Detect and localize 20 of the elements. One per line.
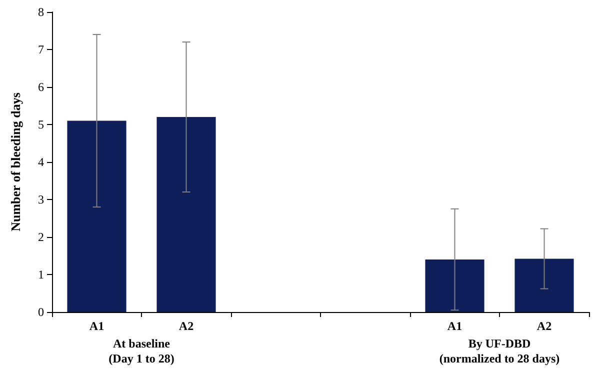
text: At baseline (Day 1 to 28) bbox=[108, 336, 174, 366]
y-tick-label: 5 bbox=[38, 118, 44, 132]
y-tick-label: 8 bbox=[38, 5, 44, 19]
bar bbox=[156, 117, 216, 312]
y-tick-label: 1 bbox=[38, 268, 44, 282]
text: By UF-DBD (normalized to 28 days) bbox=[439, 336, 560, 366]
y-tick-label: 6 bbox=[38, 80, 44, 94]
y-tick-label: 3 bbox=[38, 192, 44, 206]
x-tick-label: A2 bbox=[178, 319, 194, 333]
bar bbox=[425, 260, 484, 312]
x-tick-label: A1 bbox=[89, 319, 104, 333]
y-tick-label: 2 bbox=[38, 230, 44, 244]
y-tick-label: 0 bbox=[38, 305, 44, 319]
x-tick-label: A2 bbox=[536, 319, 552, 333]
bar bbox=[67, 120, 126, 312]
bar bbox=[514, 258, 574, 312]
y-tick-label: 7 bbox=[38, 42, 44, 56]
y-axis-title: Number of bleeding days bbox=[8, 92, 23, 232]
x-tick-label: A1 bbox=[447, 319, 462, 333]
y-tick-label: 4 bbox=[38, 155, 44, 169]
